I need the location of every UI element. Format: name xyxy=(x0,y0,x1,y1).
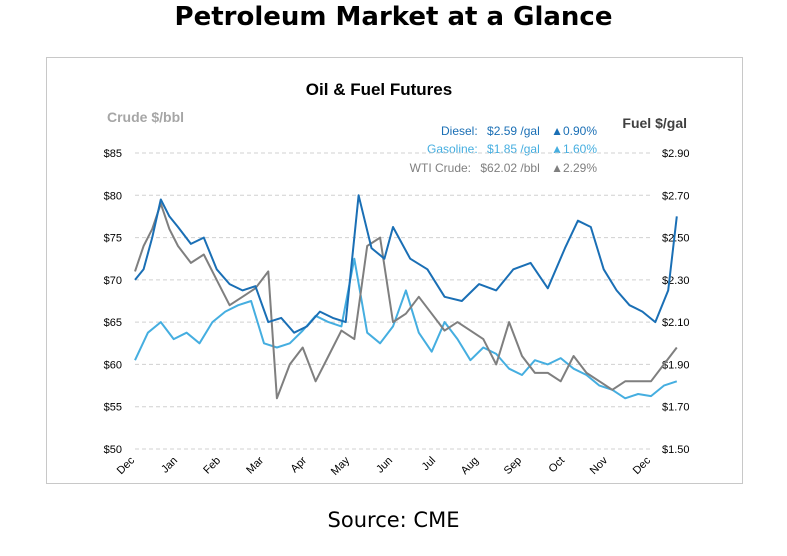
chart-frame: Oil & Fuel Futures Crude $/bbl Fuel $/ga… xyxy=(46,57,743,484)
y-tick-right: $2.70 xyxy=(662,190,690,202)
legend-diesel: Diesel: $2.59 /gal ▲0.90% xyxy=(441,124,597,138)
x-tick-label: Aug xyxy=(459,455,481,477)
y-tick-left: $75 xyxy=(104,233,122,245)
legend-wti-change: ▲2.29% xyxy=(551,161,597,175)
y-tick-right: $2.90 xyxy=(662,148,690,160)
oil-fuel-futures-chart: Oil & Fuel Futures Crude $/bbl Fuel $/ga… xyxy=(104,80,690,478)
y-ticks-left: $50 $55 $60 $65 $70 $75 $80 $85 xyxy=(104,148,122,456)
grid xyxy=(135,152,651,450)
x-tick-label: Jan xyxy=(159,455,180,476)
series-line-wti-crude xyxy=(134,202,678,400)
x-tick-label: Apr xyxy=(289,454,310,475)
y-tick-left: $60 xyxy=(104,359,122,371)
page-title: Petroleum Market at a Glance xyxy=(174,2,613,32)
x-tick-label: Jun xyxy=(374,455,395,476)
x-ticks: Dec Jan Feb Mar Apr May Jun Jul Aug Sep Oct Nov Dec xyxy=(115,454,654,478)
y-tick-right: $1.90 xyxy=(662,359,690,371)
series-line-gasoline xyxy=(134,257,678,400)
x-tick-label: May xyxy=(329,454,353,478)
legend-diesel-label: Diesel: xyxy=(441,124,478,138)
legend-gasoline-label: Gasoline: xyxy=(427,142,478,156)
legend-gasoline-change: ▲1.60% xyxy=(551,142,597,156)
legend-gasoline-price: $1.85 /gal xyxy=(487,142,540,156)
y-axis-label-right: Fuel $/gal xyxy=(622,115,687,131)
x-tick-label: Mar xyxy=(244,454,266,476)
legend-wti-label: WTI Crude: xyxy=(410,161,471,175)
y-ticks-right: $1.50 $1.70 $1.90 $2.10 $2.30 $2.50 $2.70 $2.90 xyxy=(662,148,690,456)
x-tick-label: Jul xyxy=(420,455,438,473)
y-tick-left: $50 xyxy=(104,444,122,456)
x-tick-label: Sep xyxy=(502,455,524,477)
legend-diesel-change: ▲0.90% xyxy=(551,124,597,138)
y-tick-left: $65 xyxy=(104,317,122,329)
series-line-diesel xyxy=(134,194,678,334)
y-tick-left: $55 xyxy=(104,402,122,414)
legend: Diesel: $2.59 /gal ▲0.90% Gasoline: $1.8… xyxy=(410,124,598,175)
y-tick-left: $70 xyxy=(104,275,122,287)
legend-wti-price: $62.02 /bbl xyxy=(480,161,539,175)
y-tick-right: $1.70 xyxy=(662,402,690,414)
x-tick-label: Feb xyxy=(201,455,223,477)
y-tick-right: $2.50 xyxy=(662,233,690,245)
x-tick-label: Oct xyxy=(547,455,568,476)
legend-gasoline: Gasoline: $1.85 /gal ▲1.60% xyxy=(427,142,597,156)
y-axis-label-left: Crude $/bbl xyxy=(107,109,184,125)
chart-title: Oil & Fuel Futures xyxy=(306,80,452,99)
series-lines xyxy=(134,194,678,400)
y-tick-right: $2.10 xyxy=(662,317,690,329)
source-note: Source: CME xyxy=(327,508,460,532)
x-tick-label: Dec xyxy=(631,454,654,477)
x-tick-label: Nov xyxy=(588,454,611,477)
legend-diesel-price: $2.59 /gal xyxy=(487,124,540,138)
y-tick-right: $2.30 xyxy=(662,275,690,287)
y-tick-left: $80 xyxy=(104,190,122,202)
y-tick-right: $1.50 xyxy=(662,444,690,456)
legend-wti: WTI Crude: $62.02 /bbl ▲2.29% xyxy=(410,161,598,175)
y-tick-left: $85 xyxy=(104,148,122,160)
x-tick-label: Dec xyxy=(115,454,138,477)
